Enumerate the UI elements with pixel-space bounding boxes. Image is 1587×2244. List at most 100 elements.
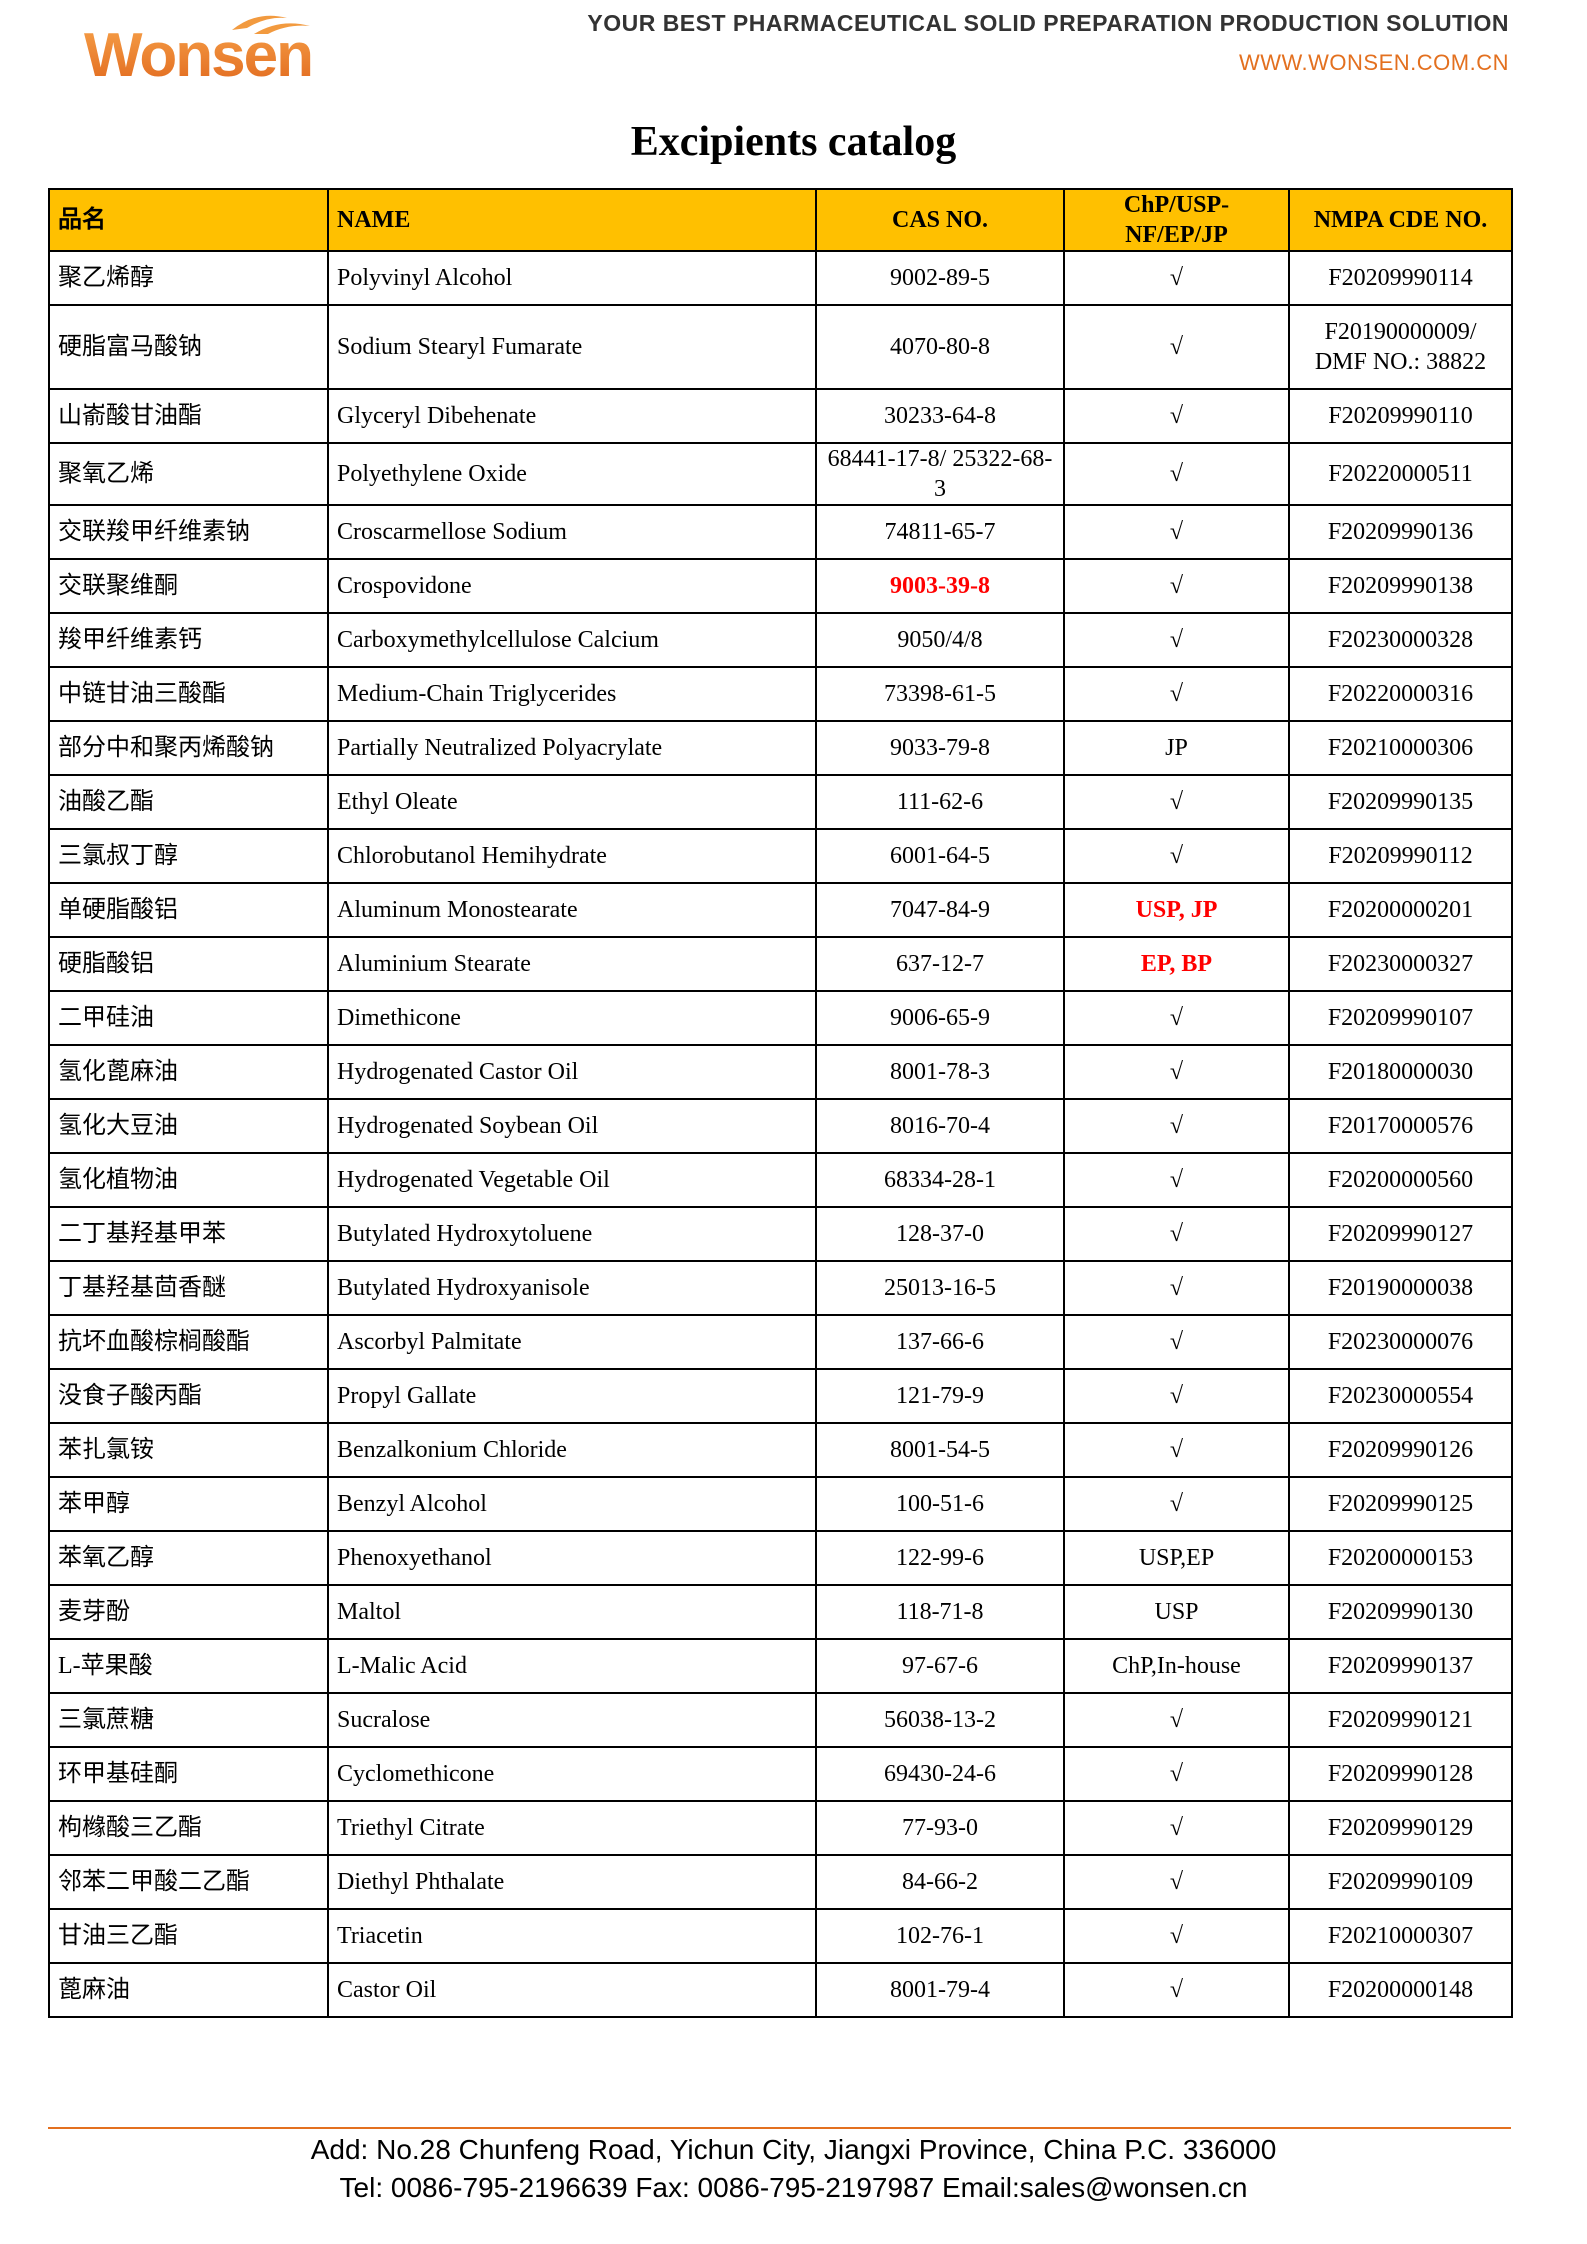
- table-cell: F20200000201: [1288, 882, 1513, 938]
- table-cell: √: [1063, 1800, 1290, 1856]
- table-cell: Diethyl Phthalate: [327, 1854, 817, 1910]
- table-row: 甘油三乙酯 Triacetin 102-76-1 √ F20210000307: [48, 1908, 1513, 1964]
- table-cell: F20209990109: [1288, 1854, 1513, 1910]
- table-row: 硬脂富马酸钠 Sodium Stearyl Fumarate 4070-80-8 √ F…: [48, 304, 1513, 390]
- table-cell: F20200000148: [1288, 1962, 1513, 2018]
- table-row: 苯氧乙醇 Phenoxyethanol 122-99-6 USP,EP F2020000…: [48, 1530, 1513, 1586]
- table-cell: JP: [1063, 720, 1290, 776]
- table-cell: 苯甲醇: [48, 1476, 329, 1532]
- table-cell: Dimethicone: [327, 990, 817, 1046]
- table-cell: 56038-13-2: [815, 1692, 1065, 1748]
- table-cell: 三氯叔丁醇: [48, 828, 329, 884]
- table-cell: Ethyl Oleate: [327, 774, 817, 830]
- table-cell: F20230000328: [1288, 612, 1513, 668]
- table-row: 部分中和聚丙烯酸钠 Partially Neutralized Polyacryl…: [48, 720, 1513, 776]
- header-row: 品名 NAME CAS NO. ChP/USP-NF/EP/JP NMPA CDE NO…: [48, 188, 1513, 252]
- table-cell: Triethyl Citrate: [327, 1800, 817, 1856]
- table-row: 苯扎氯铵 Benzalkonium Chloride 8001-54-5 √ F2020…: [48, 1422, 1513, 1478]
- table-cell: 二甲硅油: [48, 990, 329, 1046]
- table-cell: 8001-54-5: [815, 1422, 1065, 1478]
- table-cell: 油酸乙酯: [48, 774, 329, 830]
- table-cell: L-Malic Acid: [327, 1638, 817, 1694]
- table-cell: 聚乙烯醇: [48, 250, 329, 306]
- header-cell: ChP/USP-NF/EP/JP: [1063, 188, 1290, 252]
- table-cell: 30233-64-8: [815, 388, 1065, 444]
- table-cell: Butylated Hydroxyanisole: [327, 1260, 817, 1316]
- table-cell: F20220000316: [1288, 666, 1513, 722]
- table-cell: 硬脂富马酸钠: [48, 304, 329, 390]
- table-cell: 68441-17-8/ 25322-68-3: [815, 442, 1065, 506]
- table-row: 氢化蓖麻油 Hydrogenated Castor Oil 8001-78-3 √ F2…: [48, 1044, 1513, 1100]
- table-cell: √: [1063, 1422, 1290, 1478]
- header-cell: NMPA CDE NO.: [1288, 188, 1513, 252]
- table-cell: 部分中和聚丙烯酸钠: [48, 720, 329, 776]
- table-cell: √: [1063, 1152, 1290, 1208]
- table-cell: F20209990110: [1288, 388, 1513, 444]
- table-cell: 102-76-1: [815, 1908, 1065, 1964]
- table-cell: 甘油三乙酯: [48, 1908, 329, 1964]
- table-cell: 6001-64-5: [815, 828, 1065, 884]
- table-cell: F20209990137: [1288, 1638, 1513, 1694]
- table-row: L-苹果酸 L-Malic Acid 97-67-6 ChP,In-house F202…: [48, 1638, 1513, 1694]
- table-cell: Glyceryl Dibehenate: [327, 388, 817, 444]
- table-cell: 68334-28-1: [815, 1152, 1065, 1208]
- table-cell: 交联聚维酮: [48, 558, 329, 614]
- table-row: 氢化植物油 Hydrogenated Vegetable Oil 68334-28-…: [48, 1152, 1513, 1208]
- table-cell: √: [1063, 1854, 1290, 1910]
- table-cell: 121-79-9: [815, 1368, 1065, 1424]
- table-cell: √: [1063, 1206, 1290, 1262]
- table-cell: Carboxymethylcellulose Calcium: [327, 612, 817, 668]
- table-cell: Benzyl Alcohol: [327, 1476, 817, 1532]
- table-cell: 交联羧甲纤维素钠: [48, 504, 329, 560]
- table-cell: Croscarmellose Sodium: [327, 504, 817, 560]
- table-cell: L-苹果酸: [48, 1638, 329, 1694]
- header-cell: CAS NO.: [815, 188, 1065, 252]
- table-cell: √: [1063, 666, 1290, 722]
- header-cell: NAME: [327, 188, 817, 252]
- table-cell: F20209990112: [1288, 828, 1513, 884]
- table-cell: Propyl Gallate: [327, 1368, 817, 1424]
- table-cell: F20209990129: [1288, 1800, 1513, 1856]
- table-cell: 氢化大豆油: [48, 1098, 329, 1154]
- table-cell: √: [1063, 250, 1290, 306]
- table-cell: 111-62-6: [815, 774, 1065, 830]
- table-cell: 84-66-2: [815, 1854, 1065, 1910]
- table-row: 二甲硅油 Dimethicone 9006-65-9 √ F20209990107: [48, 990, 1513, 1046]
- table-row: 苯甲醇 Benzyl Alcohol 100-51-6 √ F20209990125: [48, 1476, 1513, 1532]
- table-cell: √: [1063, 1962, 1290, 2018]
- table-cell: √: [1063, 558, 1290, 614]
- table-cell: 137-66-6: [815, 1314, 1065, 1370]
- table-row: 二丁基羟基甲苯 Butylated Hydroxytoluene 128-37-0 √…: [48, 1206, 1513, 1262]
- table-cell: F20209990107: [1288, 990, 1513, 1046]
- table-cell: 蓖麻油: [48, 1962, 329, 2018]
- table-cell: Cyclomethicone: [327, 1746, 817, 1802]
- table-cell: 山嵛酸甘油酯: [48, 388, 329, 444]
- table-cell: USP,EP: [1063, 1530, 1290, 1586]
- table-cell: Medium-Chain Triglycerides: [327, 666, 817, 722]
- tagline: YOUR BEST PHARMACEUTICAL SOLID PREPARATI…: [587, 10, 1509, 36]
- table-cell: Phenoxyethanol: [327, 1530, 817, 1586]
- table-cell: 100-51-6: [815, 1476, 1065, 1532]
- logo-text: Wonsen: [84, 21, 312, 88]
- table-cell: F20209990138: [1288, 558, 1513, 614]
- table-cell: Chlorobutanol Hemihydrate: [327, 828, 817, 884]
- table-cell: √: [1063, 1368, 1290, 1424]
- table-cell: √: [1063, 990, 1290, 1046]
- table-cell: √: [1063, 774, 1290, 830]
- table-cell: Crospovidone: [327, 558, 817, 614]
- table-row: 硬脂酸铝 Aluminium Stearate 637-12-7 EP, BP F202…: [48, 936, 1513, 992]
- table-cell: 73398-61-5: [815, 666, 1065, 722]
- table-cell: 122-99-6: [815, 1530, 1065, 1586]
- table-cell: 8016-70-4: [815, 1098, 1065, 1154]
- table-cell: F20210000307: [1288, 1908, 1513, 1964]
- table-cell: √: [1063, 1314, 1290, 1370]
- table-cell: F20209990121: [1288, 1692, 1513, 1748]
- table-cell: EP, BP: [1063, 936, 1290, 992]
- table-cell: F20190000009/ DMF NO.: 38822: [1288, 304, 1513, 390]
- table-cell: F20209990135: [1288, 774, 1513, 830]
- table-cell: 苯扎氯铵: [48, 1422, 329, 1478]
- table-cell: 8001-79-4: [815, 1962, 1065, 2018]
- table-cell: F20200000153: [1288, 1530, 1513, 1586]
- table-cell: Hydrogenated Soybean Oil: [327, 1098, 817, 1154]
